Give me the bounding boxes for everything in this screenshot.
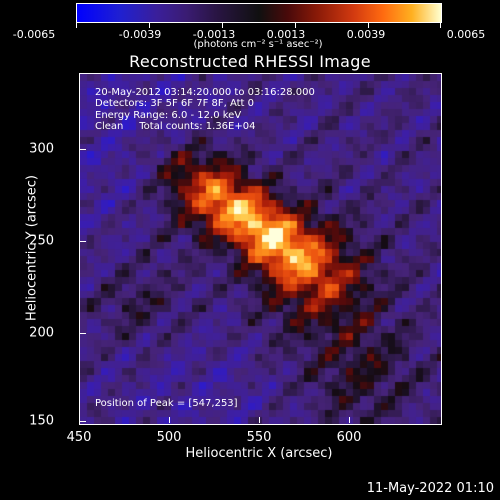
y-tick: [80, 421, 86, 422]
y-tick: [80, 241, 86, 242]
y-tick-label: 200: [29, 325, 54, 341]
colorbar-tick: [149, 22, 150, 28]
info-detectors: Detectors: 3F 5F 6F 7F 8F, Att 0: [95, 98, 255, 109]
colorbar: [76, 3, 442, 23]
info-time-range: 20-May-2012 03:14:20.000 to 03:16:28.000: [95, 87, 315, 98]
x-tick: [169, 417, 170, 423]
x-tick-label: 600: [336, 430, 362, 445]
colorbar-tick: [222, 22, 223, 28]
colorbar-tick: [440, 22, 441, 28]
colorbar-label: -0.0039: [118, 28, 162, 41]
colorbar-label: 0.0039: [346, 28, 386, 41]
x-axis-title: Heliocentric X (arcsec): [185, 446, 333, 461]
info-clean-counts: Clean Total counts: 1.36E+04: [95, 121, 256, 132]
x-tick: [259, 417, 260, 423]
y-tick: [80, 333, 86, 334]
peak-position: Position of Peak = [547,253]: [95, 398, 238, 409]
colorbar-tick: [368, 22, 369, 28]
y-tick-label: 250: [29, 233, 54, 249]
x-tick: [79, 417, 80, 423]
image-title: Reconstructed RHESSI Image: [129, 52, 371, 71]
colorbar-label: 0.0013: [266, 28, 306, 41]
x-tick-label: 500: [156, 430, 182, 445]
colorbar-label: 0.0065: [446, 28, 486, 41]
plot-timestamp: 11-May-2022 01:10: [366, 481, 494, 496]
image-canvas: [80, 74, 441, 424]
info-energy-range: Energy Range: 6.0 - 12.0 keV: [95, 110, 242, 121]
y-tick-label: 300: [29, 141, 54, 157]
y-tick-label: 150: [29, 413, 54, 429]
colorbar-tick: [295, 22, 296, 28]
colorbar-label: -0.0065: [12, 28, 56, 41]
colorbar-label: -0.0013: [192, 28, 236, 41]
colorbar-units: (photons cm⁻² s⁻¹ asec⁻²): [193, 39, 323, 50]
rhessi-image: 20-May-2012 03:14:20.000 to 03:16:28.000…: [79, 73, 442, 425]
y-axis-title: Heliocentric Y (arcsec): [24, 175, 40, 321]
x-tick-label: 450: [66, 430, 92, 445]
x-tick-label: 550: [246, 430, 272, 445]
colorbar-tick: [76, 22, 77, 28]
y-tick: [80, 149, 86, 150]
x-tick: [349, 417, 350, 423]
